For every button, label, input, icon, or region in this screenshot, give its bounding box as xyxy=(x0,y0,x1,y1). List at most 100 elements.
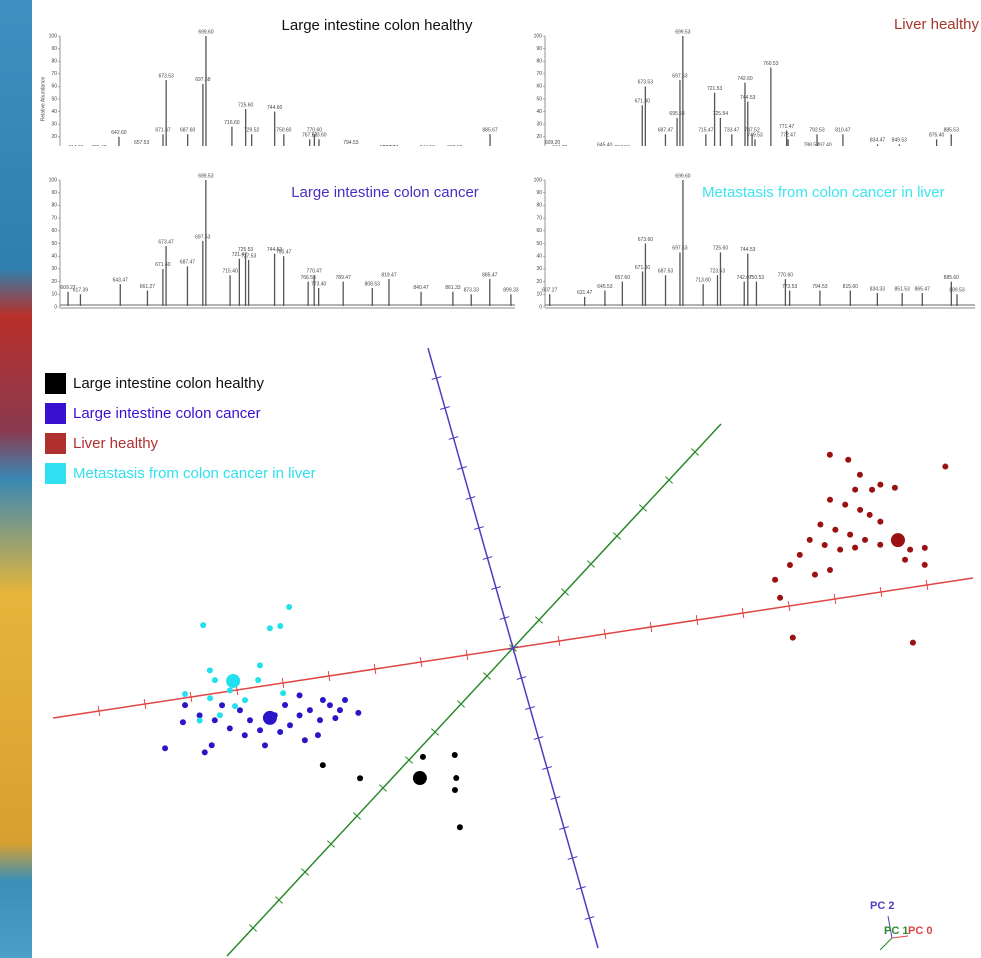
point xyxy=(862,537,868,543)
peak-label: 671.60 xyxy=(635,265,651,271)
point xyxy=(902,557,908,563)
peak-label: 673.47 xyxy=(158,239,174,245)
peak-label: 631.47 xyxy=(577,290,593,296)
point xyxy=(212,717,218,723)
point xyxy=(217,712,223,718)
point xyxy=(332,715,338,721)
y-tick-label: 100 xyxy=(49,33,58,39)
peak-label: 742.60 xyxy=(737,76,753,82)
point xyxy=(207,667,213,673)
axis-label-z: PC 2 xyxy=(870,900,894,912)
point xyxy=(297,712,303,718)
y-tick-label: 60 xyxy=(51,84,57,90)
panel-title: Large intestine colon cancer xyxy=(291,184,479,201)
peak-label: 697.53 xyxy=(672,246,688,252)
peak-label: 715.40 xyxy=(222,269,238,275)
point xyxy=(247,717,253,723)
centroid xyxy=(891,533,905,547)
peak-label: 673.53 xyxy=(638,80,654,86)
y-tick-label: 40 xyxy=(536,254,542,260)
point xyxy=(910,640,916,646)
panel-title: Liver healthy xyxy=(894,16,980,33)
peak-label: 642.60 xyxy=(111,130,127,136)
photo-strip xyxy=(0,0,32,958)
point xyxy=(320,762,326,768)
peak-label: 875.40 xyxy=(929,133,945,139)
peak-label: 715.47 xyxy=(698,128,714,134)
point xyxy=(227,687,233,693)
peak-label: 643.47 xyxy=(113,277,129,283)
peak-label: 885.67 xyxy=(482,128,498,134)
point xyxy=(197,717,203,723)
point xyxy=(420,754,426,760)
point xyxy=(867,512,873,518)
peak-label: 617.39 xyxy=(73,288,89,294)
point xyxy=(837,547,843,553)
y-tick-label: 80 xyxy=(51,59,57,65)
y-tick-label: 40 xyxy=(51,254,57,260)
y-tick-label: 90 xyxy=(51,190,57,196)
point xyxy=(787,562,793,568)
peak-label: 794.53 xyxy=(343,140,359,146)
peak-label: 744.53 xyxy=(740,247,756,253)
page: {"chart_data": [ {"type": "spectrum", "t… xyxy=(0,0,981,958)
y-tick-label: 10 xyxy=(51,292,57,298)
peak-label: 657.53 xyxy=(134,140,150,146)
point xyxy=(277,623,283,629)
point xyxy=(822,542,828,548)
point xyxy=(832,527,838,533)
y-axis-label: Relative Abundance xyxy=(40,77,46,122)
point xyxy=(852,487,858,493)
point xyxy=(817,522,823,528)
y-tick-label: 30 xyxy=(51,266,57,272)
peak-label: 899.33 xyxy=(503,288,519,294)
y-tick-label: 70 xyxy=(536,215,542,221)
point xyxy=(280,690,286,696)
point xyxy=(337,707,343,713)
peak-label: 607.27 xyxy=(542,288,558,294)
peak-label: 733.47 xyxy=(724,128,740,134)
gizmo-y xyxy=(880,938,892,950)
legend-label: Liver healthy xyxy=(73,435,159,452)
peak-label: 697.58 xyxy=(195,77,211,83)
point xyxy=(207,695,213,701)
point xyxy=(237,707,243,713)
point xyxy=(202,749,208,755)
peak-label: 840.47 xyxy=(413,285,429,291)
peak-label: 744.60 xyxy=(267,105,283,111)
y-tick-label: 70 xyxy=(51,71,57,77)
point xyxy=(807,537,813,543)
point xyxy=(209,742,215,748)
peak-label: 770.47 xyxy=(307,269,323,275)
figure: 0 10 20 30 40 50 60 70 80 90 100 Relative Abundance… xyxy=(0,0,981,958)
point xyxy=(219,702,225,708)
y-tick-label: 0 xyxy=(54,304,57,310)
peak-label: 697.53 xyxy=(672,73,688,79)
panel-title: Large intestine colon healthy xyxy=(282,17,473,34)
y-tick-label: 30 xyxy=(536,122,542,128)
y-tick-label: 70 xyxy=(51,215,57,221)
y-tick-label: 60 xyxy=(536,228,542,234)
peak-label: 792.53 xyxy=(809,128,825,134)
peak-label: 671.47 xyxy=(155,128,171,134)
peak-label: 727.53 xyxy=(241,253,257,259)
point xyxy=(277,729,283,735)
point xyxy=(182,691,188,697)
peak-label: 773.40 xyxy=(311,281,327,287)
peak-label: 789.47 xyxy=(336,275,352,281)
point xyxy=(845,457,851,463)
peak-label: 673.53 xyxy=(159,73,175,79)
y-tick-label: 30 xyxy=(536,266,542,272)
point xyxy=(869,487,875,493)
peak-label: 772.47 xyxy=(780,133,796,139)
legend-swatch xyxy=(45,373,66,394)
centroid xyxy=(226,674,240,688)
peak-label: 865.47 xyxy=(915,286,931,292)
peak-label: 725.60 xyxy=(713,246,729,252)
legend-swatch xyxy=(45,433,66,454)
point xyxy=(892,485,898,491)
peak-label: 699.60 xyxy=(198,29,214,35)
centroid xyxy=(413,771,427,785)
y-tick-label: 20 xyxy=(536,279,542,285)
y-tick-label: 50 xyxy=(51,96,57,102)
